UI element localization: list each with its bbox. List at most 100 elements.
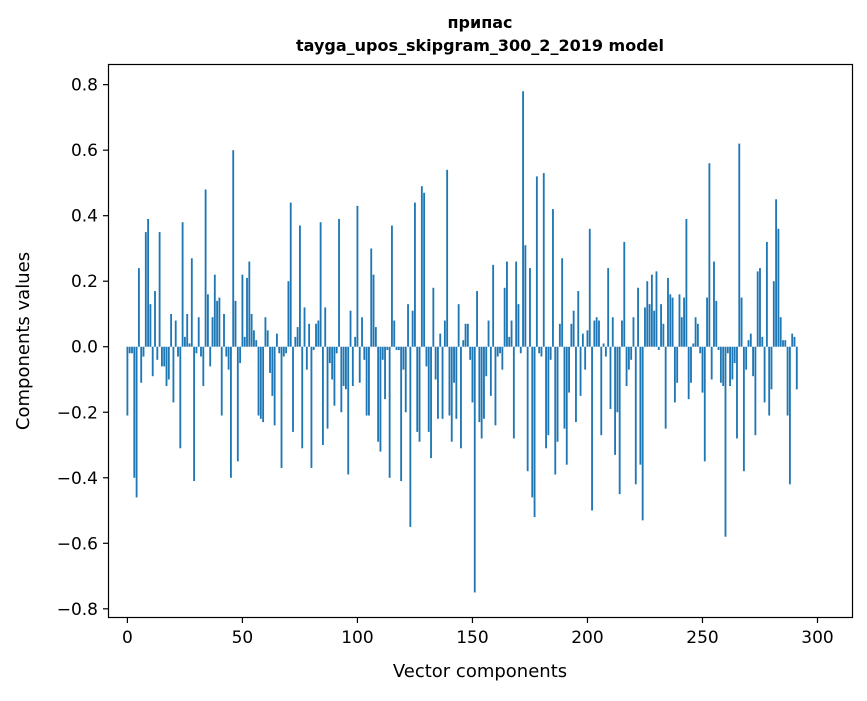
bar-39 [216, 300, 219, 347]
bar-240 [678, 294, 681, 347]
x-axis-ticks: 0 50 100 150 200 250 300 [122, 617, 834, 648]
bar-166 [508, 336, 511, 347]
bar-104 [365, 346, 368, 416]
bar-84 [319, 222, 322, 347]
bar-37 [211, 317, 214, 347]
bar-284 [779, 317, 782, 347]
bar-171 [519, 346, 522, 354]
bar-36 [209, 346, 212, 367]
bar-6 [140, 346, 143, 383]
bar-228 [650, 274, 653, 347]
bar-17 [165, 346, 168, 387]
y-tick-label: 0.2 [71, 272, 98, 292]
bar-189 [561, 258, 564, 347]
bar-175 [529, 268, 531, 347]
bar-190 [563, 346, 566, 429]
bar-124 [411, 310, 414, 347]
bar-49 [239, 346, 242, 364]
x-tick-label: 100 [341, 628, 373, 648]
bar-151 [473, 346, 476, 593]
bar-223 [639, 346, 642, 465]
bar-145 [460, 346, 462, 449]
bar-88 [328, 346, 331, 364]
bar-87 [326, 346, 329, 429]
bar-280 [770, 346, 773, 390]
bar-3 [133, 346, 136, 478]
bar-273 [754, 346, 757, 436]
bar-61 [266, 330, 269, 347]
bar-116 [393, 320, 396, 347]
bar-66 [278, 346, 281, 354]
bar-106 [370, 248, 373, 347]
bar-132 [430, 346, 432, 459]
bar-1 [128, 346, 131, 354]
bar-235 [667, 277, 669, 347]
bar-285 [782, 340, 784, 347]
bar-182 [545, 346, 547, 449]
bar-134 [434, 346, 437, 380]
bar-197 [579, 346, 582, 396]
bar-275 [759, 268, 761, 347]
bar-233 [662, 323, 665, 347]
bar-130 [425, 346, 428, 367]
bar-177 [533, 346, 536, 518]
bar-169 [515, 261, 518, 347]
bar-224 [641, 346, 644, 521]
bar-115 [391, 225, 393, 347]
bar-287 [786, 346, 789, 416]
y-tick-label: 0.4 [71, 207, 98, 227]
bar-38 [213, 274, 216, 347]
bar-282 [775, 199, 778, 347]
bar-243 [685, 218, 688, 347]
bar-242 [683, 297, 685, 347]
bar-173 [524, 245, 527, 347]
bar-9 [147, 218, 150, 347]
bar-30 [195, 346, 198, 354]
bar-216 [623, 241, 626, 347]
bar-210 [609, 346, 612, 409]
bar-33 [202, 346, 205, 387]
x-axis-label: Vector components [393, 661, 567, 682]
bar-159 [492, 264, 495, 347]
bar-34 [204, 189, 207, 347]
bar-60 [264, 317, 267, 347]
bar-208 [604, 346, 607, 357]
bar-157 [487, 320, 490, 347]
bar-24 [181, 222, 184, 347]
bar-13 [156, 346, 159, 360]
bar-27 [188, 343, 191, 347]
bar-274 [756, 271, 759, 347]
bar-7 [142, 346, 145, 357]
bar-192 [568, 346, 570, 393]
bar-73 [294, 336, 297, 347]
bar-205 [598, 320, 600, 347]
bar-184 [549, 346, 552, 360]
bar-140 [448, 346, 451, 416]
bar-92 [338, 218, 340, 347]
bar-22 [177, 346, 179, 357]
x-tick-label: 300 [801, 628, 833, 648]
bar-204 [595, 317, 598, 347]
bar-221 [634, 346, 637, 485]
bar-143 [455, 346, 458, 419]
bar-131 [427, 346, 430, 432]
bar-0 [126, 346, 129, 416]
bar-64 [273, 346, 276, 426]
bar-63 [271, 346, 274, 396]
bar-236 [669, 294, 672, 347]
bar-158 [489, 346, 492, 396]
bar-62 [269, 346, 271, 373]
bar-195 [575, 346, 577, 423]
bar-81 [312, 346, 315, 351]
bar-167 [510, 320, 513, 347]
bar-120 [402, 346, 405, 370]
bar-170 [517, 304, 520, 347]
bar-155 [483, 346, 485, 419]
bar-258 [719, 346, 722, 383]
bar-218 [627, 346, 630, 370]
bar-12 [154, 291, 156, 347]
bar-245 [690, 346, 692, 383]
bar-203 [593, 320, 596, 347]
bar-264 [733, 346, 736, 364]
bar-29 [193, 346, 196, 482]
